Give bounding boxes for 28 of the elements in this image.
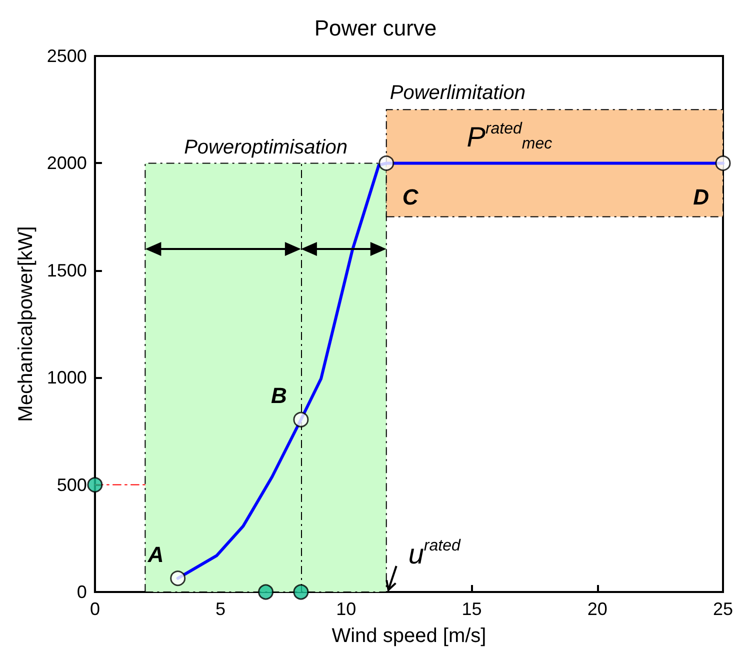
annotation: C <box>402 184 420 210</box>
annotation: B <box>271 383 287 408</box>
x-axis-title: Wind speed [m/s] <box>332 625 486 647</box>
annotation: D <box>693 184 710 210</box>
y-tick-label: 0 <box>76 582 87 602</box>
y-tick-label: 1500 <box>46 260 87 280</box>
annotation: A <box>146 542 164 567</box>
band-label: Poweroptimisation <box>184 136 348 159</box>
point <box>378 155 394 171</box>
x-tick-label: 10 <box>336 599 356 619</box>
point <box>258 584 274 600</box>
point <box>715 155 731 171</box>
x-tick-label: 25 <box>712 599 734 619</box>
x-tick-label: 0 <box>90 599 100 619</box>
band-label: Powerlimitation <box>390 82 526 104</box>
y-axis-title: Mechanicalpower[kW] <box>15 226 37 422</box>
point <box>170 570 186 586</box>
point <box>293 412 309 428</box>
y-tick-label: 500 <box>56 474 87 495</box>
y-tick-label: 1000 <box>46 368 87 388</box>
point <box>87 477 103 493</box>
x-tick-label: 15 <box>462 599 482 619</box>
point <box>293 584 309 600</box>
y-tick-label: 2000 <box>46 153 87 174</box>
x-tick-label: 20 <box>587 599 608 619</box>
x-tick-label: 5 <box>216 599 226 619</box>
chart-title: Power curve <box>314 16 437 40</box>
y-tick-label: 2500 <box>46 46 87 66</box>
